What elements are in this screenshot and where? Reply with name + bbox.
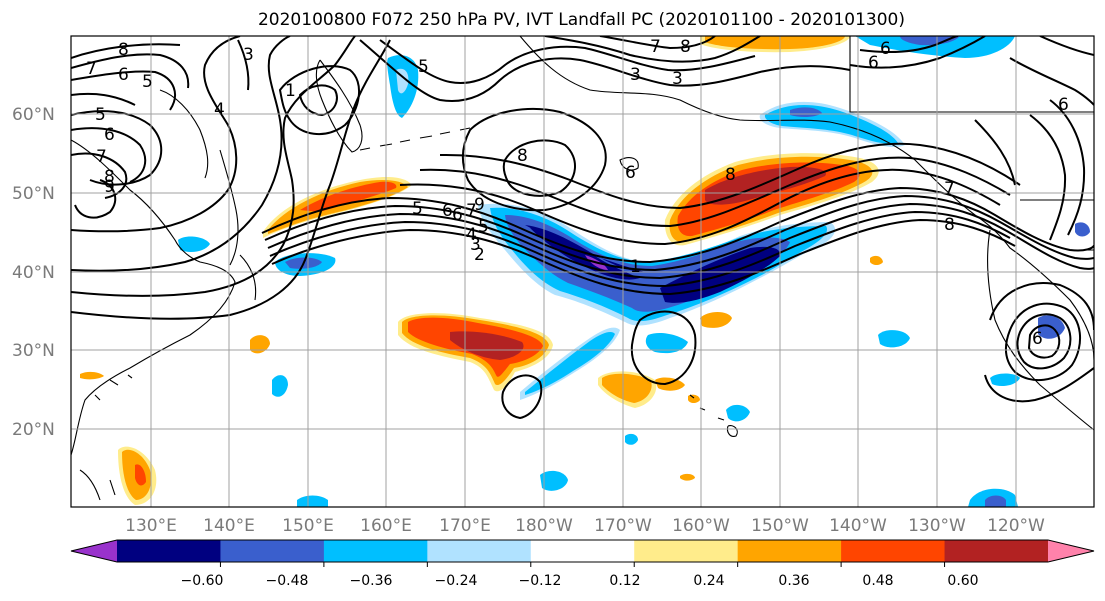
contour-label: 8 [944,215,955,235]
contour-label: 8 [118,40,129,60]
colorbar-tick-label: −0.24 [435,573,478,589]
colorbar-outline [70,539,1095,563]
lon-label: 160°E [360,516,412,536]
colorbar-segment [530,540,635,562]
colorbar-tick-label: 0.48 [862,573,893,589]
contour-label: 5 [142,72,153,92]
pv-shading [80,36,1090,507]
colorbar-segment [634,540,739,562]
lat-label: 50°N [12,184,55,204]
contour-label: 8 [517,146,528,166]
lon-label: 150°E [282,516,334,536]
colorbar-tick-label: −0.36 [350,573,393,589]
contour-lines [71,36,1094,420]
colorbar: −0.60 −0.48 −0.36 −0.24 −0.12 0.12 0.24 … [70,539,1095,589]
lon-label: 120°W [987,516,1045,536]
lat-label: 30°N [12,341,55,361]
colorbar-segment [117,540,221,562]
contour-label: 6 [452,205,463,225]
contour-label: 5 [418,57,429,77]
contour-label: 1 [630,257,641,277]
contour-label: 5 [478,217,489,237]
gridlines [71,36,1094,507]
lon-label: 140°E [203,516,255,536]
colorbar-extend-high [1048,540,1094,562]
contour-label: 6 [442,201,453,221]
contour-label: 6 [625,163,636,183]
contour-label: 1 [285,81,296,101]
lat-label: 40°N [12,263,55,283]
lon-label: 130°E [125,516,177,536]
contour-label: 7 [86,59,97,79]
contour-label: 4 [466,225,477,245]
contour-label: 6 [880,39,891,59]
lon-label: 130°W [908,516,966,536]
contour-label: 3 [243,45,254,65]
colorbar-tick-label: 0.24 [693,573,724,589]
colorbar-segment [220,540,325,562]
colorbar-tick-label: 0.12 [609,573,640,589]
contour-label: 7 [96,147,107,167]
lon-label: 160°W [672,516,730,536]
contour-label: 4 [214,100,225,120]
contour-label: 2 [474,245,485,265]
contour-label: 5 [412,199,423,219]
colorbar-tick-label: −0.48 [266,573,309,589]
contour-label: 8 [104,167,115,187]
colorbar-labels: −0.60 −0.48 −0.36 −0.24 −0.12 0.12 0.24 … [181,573,979,589]
colorbar-segment [737,540,842,562]
colorbar-tick-label: 0.36 [778,573,809,589]
contour-label: 9 [474,195,485,215]
contour-label: 6 [104,125,115,145]
contour-label: 8 [725,165,736,185]
lat-label: 60°N [12,105,55,125]
map-title: 2020100800 F072 250 hPa PV, IVT Landfall… [257,10,905,30]
contour-label: 6 [1032,329,1043,349]
colorbar-tick-label: 0.60 [947,573,978,589]
contour-label: 7 [650,37,661,57]
contour-label: 3 [630,65,641,85]
colorbar-tick-label: −0.12 [519,573,562,589]
contour-label: 6 [118,65,129,85]
lon-label: 180°W [515,516,573,536]
lat-label: 20°N [12,420,55,440]
lon-label: 170°E [439,516,491,536]
lon-label: 170°W [594,516,652,536]
contour-label: 7 [944,179,955,199]
longitude-labels: 130°E 140°E 150°E 160°E 170°E 180°W 170°… [125,516,1045,536]
map-content: 8 7 6 5 5 6 7 8 9 3 1 4 5 6 7 8 9 6 5 4 … [71,36,1094,507]
lon-label: 150°W [751,516,809,536]
map-frame [70,35,1095,508]
contour-label: 7 [466,201,477,221]
colorbar-tick-label: −0.60 [181,573,224,589]
contour-label: 3 [672,69,683,89]
colorbar-segment [427,540,532,562]
colorbar-extend-low [71,540,117,562]
contour-label: 8 [680,37,691,57]
contour-label: 3 [470,235,481,255]
colorbar-segment [944,540,1049,562]
latitude-labels: 60°N 50°N 40°N 30°N 20°N [12,105,55,440]
colorbar-segment [841,540,946,562]
contour-label: 9 [104,177,115,197]
contour-label: 6 [1058,95,1069,115]
contour-label: 5 [95,105,106,125]
lon-label: 140°W [829,516,887,536]
contour-labels: 8 7 6 5 5 6 7 8 9 3 1 4 5 6 7 8 9 6 5 4 … [86,37,1069,349]
colorbar-segment [323,540,428,562]
contour-label: 6 [868,53,879,73]
